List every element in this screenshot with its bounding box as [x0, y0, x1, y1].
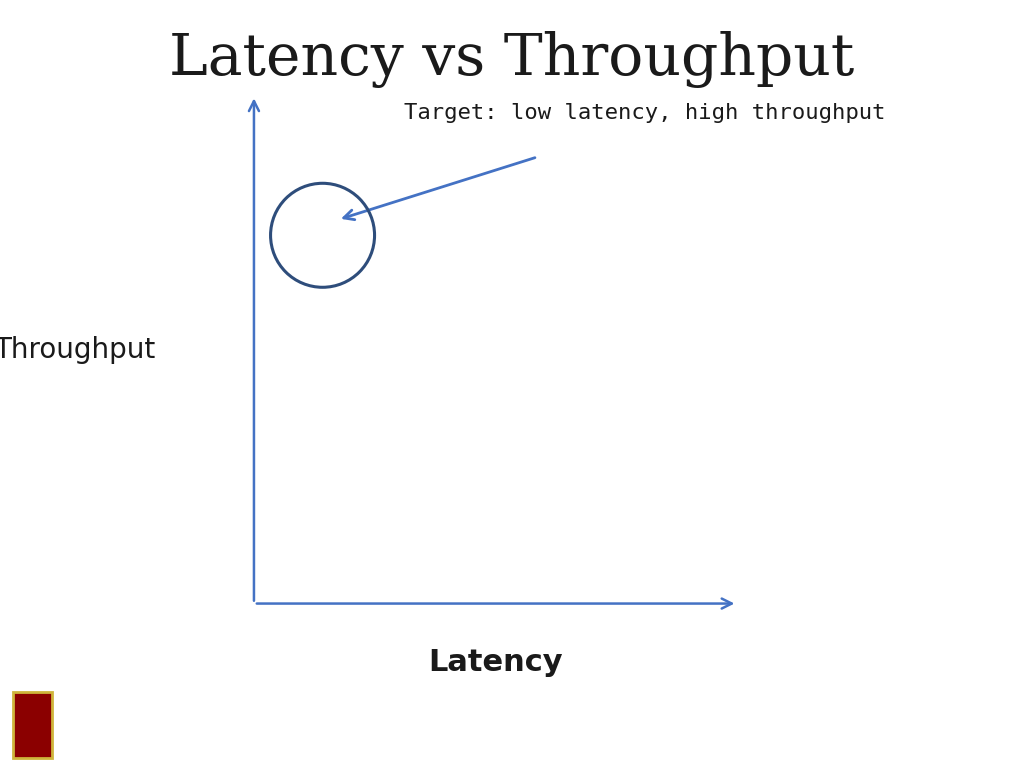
Text: Throughput: Throughput	[0, 336, 156, 363]
Text: Latency: Latency	[428, 648, 563, 677]
Text: CSE 422S –Operating Systems Organization: CSE 422S –Operating Systems Organization	[381, 718, 684, 732]
Text: 16: 16	[961, 716, 988, 734]
Text: James McKelvey School of Engineering: James McKelvey School of Engineering	[65, 739, 299, 752]
FancyBboxPatch shape	[13, 692, 52, 758]
Text: Target: low latency, high throughput: Target: low latency, high throughput	[404, 103, 886, 123]
Text: Washington University in St. Louis: Washington University in St. Louis	[65, 700, 349, 715]
Text: Latency vs Throughput: Latency vs Throughput	[169, 31, 855, 88]
